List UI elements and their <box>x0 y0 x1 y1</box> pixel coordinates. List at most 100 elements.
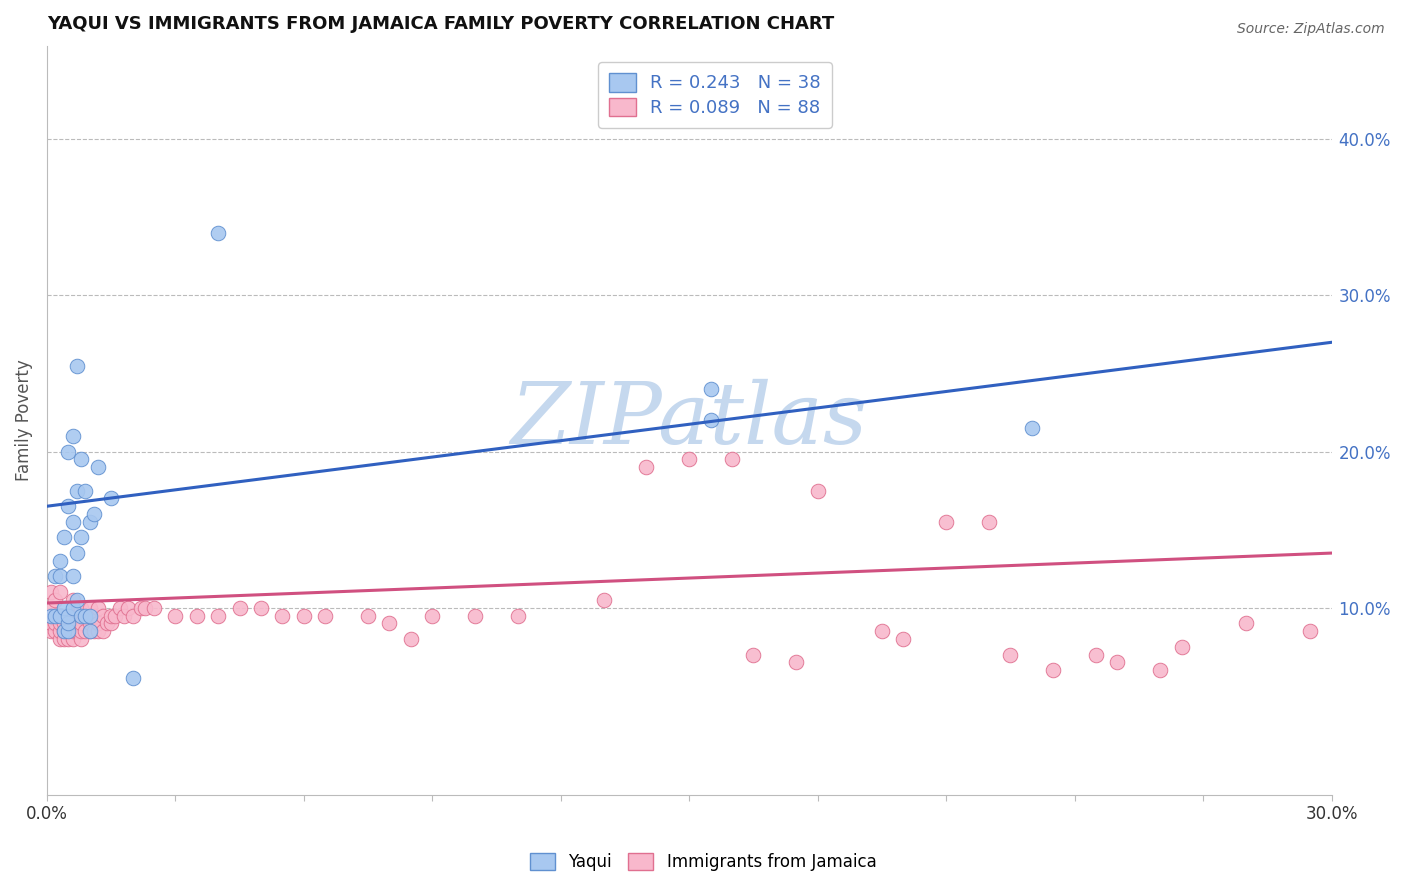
Point <box>977 515 1000 529</box>
Point <box>357 608 380 623</box>
Point <box>39 608 62 623</box>
Point <box>699 382 721 396</box>
Point <box>39 624 62 639</box>
Point <box>1000 648 1022 662</box>
Point <box>66 546 89 560</box>
Point <box>62 515 84 529</box>
Point <box>1085 648 1108 662</box>
Text: ZIPatlas: ZIPatlas <box>510 379 868 462</box>
Point <box>58 608 80 623</box>
Point <box>142 600 165 615</box>
Point <box>83 507 105 521</box>
Point <box>70 616 93 631</box>
Point <box>39 585 62 599</box>
Point <box>75 608 97 623</box>
Point <box>58 616 80 631</box>
Point <box>75 624 97 639</box>
Point <box>100 616 122 631</box>
Point <box>66 608 89 623</box>
Point <box>96 616 118 631</box>
Point <box>87 460 110 475</box>
Point <box>53 600 76 615</box>
Point <box>66 483 89 498</box>
Point <box>378 616 401 631</box>
Point <box>785 656 807 670</box>
Point <box>75 483 97 498</box>
Point <box>108 600 131 615</box>
Point <box>66 593 89 607</box>
Point <box>70 452 93 467</box>
Point <box>44 569 66 583</box>
Point <box>75 608 97 623</box>
Point <box>70 608 93 623</box>
Point <box>134 600 156 615</box>
Text: Source: ZipAtlas.com: Source: ZipAtlas.com <box>1237 22 1385 37</box>
Point <box>62 600 84 615</box>
Point <box>83 624 105 639</box>
Point <box>592 593 614 607</box>
Point <box>48 616 70 631</box>
Legend: Yaqui, Immigrants from Jamaica: Yaqui, Immigrants from Jamaica <box>522 845 884 880</box>
Point <box>891 632 914 646</box>
Point <box>62 569 84 583</box>
Point <box>70 600 93 615</box>
Point <box>721 452 744 467</box>
Point <box>1042 663 1064 677</box>
Point <box>121 671 143 685</box>
Point <box>100 608 122 623</box>
Point <box>53 531 76 545</box>
Point <box>935 515 957 529</box>
Point <box>58 624 80 639</box>
Point <box>66 359 89 373</box>
Point <box>62 632 84 646</box>
Point <box>58 616 80 631</box>
Point <box>636 460 658 475</box>
Point <box>228 600 250 615</box>
Point <box>91 608 114 623</box>
Point <box>292 608 315 623</box>
Point <box>207 226 229 240</box>
Point <box>1107 656 1129 670</box>
Point <box>44 608 66 623</box>
Point <box>506 608 529 623</box>
Legend: R = 0.243   N = 38, R = 0.089   N = 88: R = 0.243 N = 38, R = 0.089 N = 88 <box>598 62 832 128</box>
Point <box>39 600 62 615</box>
Point <box>53 624 76 639</box>
Point <box>58 444 80 458</box>
Point <box>70 624 93 639</box>
Point <box>870 624 893 639</box>
Point <box>117 600 139 615</box>
Point <box>62 608 84 623</box>
Point <box>83 608 105 623</box>
Point <box>1234 616 1257 631</box>
Point <box>399 632 422 646</box>
Point <box>62 624 84 639</box>
Point <box>87 624 110 639</box>
Point <box>678 452 700 467</box>
Point <box>53 632 76 646</box>
Point <box>44 608 66 623</box>
Point <box>699 413 721 427</box>
Point <box>44 593 66 607</box>
Point <box>62 616 84 631</box>
Point <box>87 616 110 631</box>
Point <box>1021 421 1043 435</box>
Point <box>66 624 89 639</box>
Point <box>207 608 229 623</box>
Point <box>250 600 273 615</box>
Point <box>48 585 70 599</box>
Point <box>53 624 76 639</box>
Point <box>104 608 127 623</box>
Point <box>66 616 89 631</box>
Point <box>314 608 336 623</box>
Point <box>62 593 84 607</box>
Point <box>48 554 70 568</box>
Point <box>464 608 486 623</box>
Y-axis label: Family Poverty: Family Poverty <box>15 359 32 482</box>
Point <box>58 624 80 639</box>
Point <box>58 632 80 646</box>
Point <box>70 531 93 545</box>
Point <box>79 624 101 639</box>
Point <box>39 616 62 631</box>
Point <box>112 608 135 623</box>
